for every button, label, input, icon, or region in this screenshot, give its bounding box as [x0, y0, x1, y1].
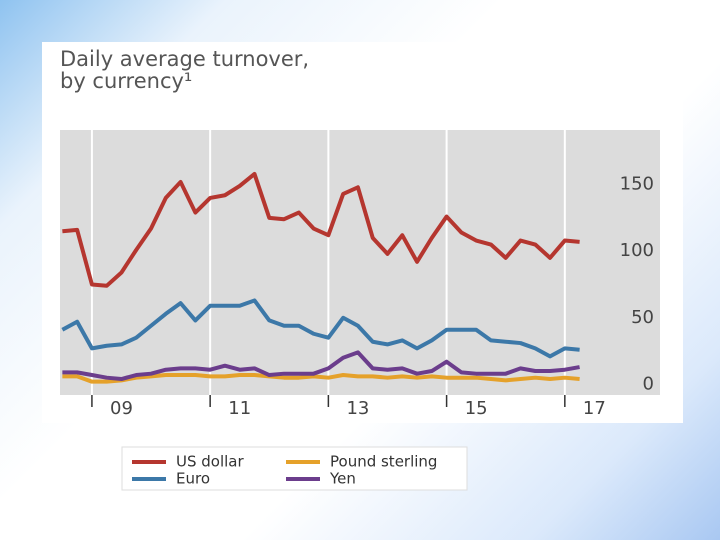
line-series	[62, 350, 580, 382]
chart-title: Daily average turnover,	[60, 47, 309, 71]
y-tick-label: 50	[631, 307, 654, 328]
x-tick-label: 13	[346, 398, 369, 419]
y-tick-label: 150	[620, 174, 654, 195]
legend-label: Euro	[176, 470, 210, 488]
line-series	[62, 171, 580, 288]
y-tick-label: 100	[620, 240, 654, 261]
line-series	[61, 298, 580, 359]
legend-label: Pound sterling	[330, 453, 437, 471]
x-tick-label: 17	[583, 398, 606, 419]
legend	[121, 446, 468, 491]
legend-label: Yen	[329, 470, 356, 488]
legend-label: US dollar	[176, 453, 244, 471]
line-series	[62, 373, 580, 384]
x-tick-label: 11	[228, 398, 251, 419]
x-tick-label: 09	[110, 398, 133, 419]
chart-title: by currency¹	[60, 69, 192, 93]
x-tick-label: 15	[465, 398, 488, 419]
y-tick-label: 0	[643, 373, 654, 394]
